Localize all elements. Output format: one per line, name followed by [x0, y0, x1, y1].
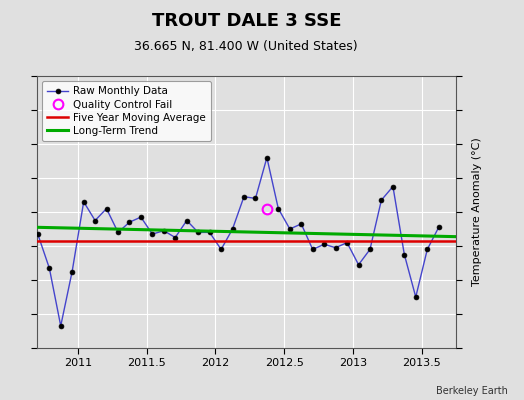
Raw Monthly Data [367, 247, 373, 252]
Raw Monthly Data [161, 228, 167, 233]
Raw Monthly Data [253, 196, 259, 201]
Raw Monthly Data [58, 324, 64, 328]
Raw Monthly Data [401, 252, 408, 257]
Legend: Raw Monthly Data, Quality Control Fail, Five Year Moving Average, Long-Term Tren: Raw Monthly Data, Quality Control Fail, … [42, 81, 211, 141]
Raw Monthly Data [172, 235, 178, 240]
Raw Monthly Data [241, 194, 247, 199]
Raw Monthly Data [344, 240, 350, 245]
Raw Monthly Data [218, 247, 224, 252]
Text: 36.665 N, 81.400 W (United States): 36.665 N, 81.400 W (United States) [135, 40, 358, 53]
Raw Monthly Data [378, 198, 385, 202]
Raw Monthly Data [35, 232, 41, 236]
Raw Monthly Data [298, 222, 304, 226]
Raw Monthly Data [310, 247, 316, 252]
Raw Monthly Data [435, 225, 442, 230]
Raw Monthly Data [149, 232, 156, 236]
Raw Monthly Data [321, 242, 328, 247]
Raw Monthly Data [46, 266, 52, 270]
Y-axis label: Temperature Anomaly (°C): Temperature Anomaly (°C) [472, 138, 482, 286]
Raw Monthly Data [115, 230, 121, 235]
Raw Monthly Data [81, 200, 87, 204]
Text: Berkeley Earth: Berkeley Earth [436, 386, 508, 396]
Raw Monthly Data [126, 220, 133, 224]
Raw Monthly Data [138, 215, 144, 220]
Raw Monthly Data [332, 245, 339, 250]
Raw Monthly Data [92, 218, 98, 223]
Text: TROUT DALE 3 SSE: TROUT DALE 3 SSE [151, 12, 341, 30]
Raw Monthly Data [264, 155, 270, 160]
Raw Monthly Data [412, 294, 419, 299]
Raw Monthly Data [183, 218, 190, 223]
Raw Monthly Data [206, 230, 213, 235]
Raw Monthly Data [390, 184, 396, 189]
Raw Monthly Data [195, 230, 201, 235]
Raw Monthly Data [287, 226, 293, 231]
Raw Monthly Data [103, 206, 110, 211]
Raw Monthly Data [275, 206, 281, 211]
Raw Monthly Data [69, 269, 75, 274]
Raw Monthly Data [424, 247, 430, 252]
Raw Monthly Data [355, 262, 362, 267]
Line: Raw Monthly Data: Raw Monthly Data [35, 155, 441, 328]
Raw Monthly Data [230, 226, 236, 231]
